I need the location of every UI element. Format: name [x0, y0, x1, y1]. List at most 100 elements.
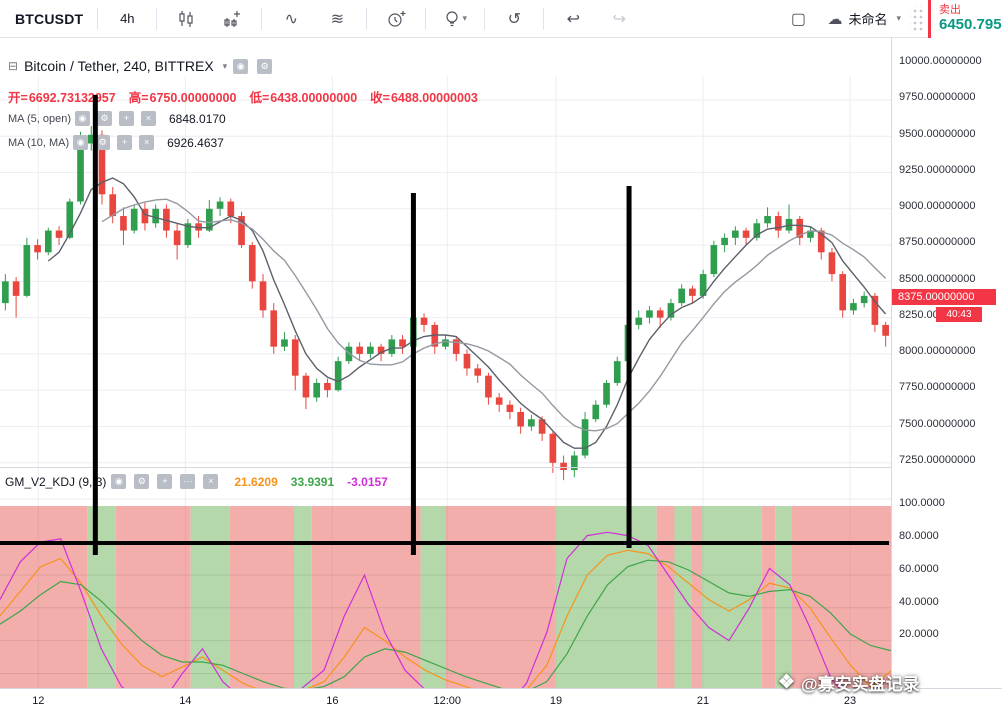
indicator-templates-button[interactable]: ≋	[315, 4, 359, 34]
ma5-value: 6848.0170	[168, 111, 226, 126]
sell-price: 6450.795	[939, 16, 1002, 33]
undo-icon: ↩	[566, 10, 580, 28]
close-label: 收=	[370, 91, 390, 105]
toolbar-separator	[156, 7, 158, 30]
eye-icon[interactable]: ◉	[73, 135, 89, 150]
price-axis[interactable]: 8375.00000000 40:43 10000.00000000 9750.0…	[891, 38, 1002, 688]
time-axis-label: 19	[549, 695, 563, 707]
kdj-axis-label: 40.0000	[899, 595, 939, 608]
price-axis-label: 8000.00000000	[899, 345, 976, 358]
sell-label: 卖出	[939, 4, 961, 16]
settings-icon[interactable]: ⚙	[95, 135, 111, 150]
legend-menu-icon[interactable]: ⊟	[8, 59, 19, 73]
current-price-badge: 8375.00000000	[892, 288, 996, 305]
lightbulb-icon	[445, 10, 458, 26]
toolbar-separator	[425, 7, 427, 30]
price-axis-label: 9500.00000000	[899, 127, 976, 140]
time-axis[interactable]: 12 14 16 12:00 19 21 23	[0, 688, 1002, 716]
price-axis-label: 9750.00000000	[899, 91, 976, 104]
close-value: 6488.00000003	[390, 91, 478, 105]
layout-name: 未命名	[848, 12, 888, 27]
undo-button[interactable]: ↩	[551, 4, 595, 34]
top-toolbar: BTCUSDT 4h ∿ ≋ ▾ ↺ ↩ ↪ ▢ ☁ 未命名 ▾	[0, 0, 1002, 38]
price-axis-label: 10000.00000000	[899, 54, 982, 67]
wave-icon: ∿	[284, 10, 298, 28]
close-icon[interactable]: ×	[139, 135, 155, 150]
price-axis-label: 7250.00000000	[899, 454, 976, 467]
time-axis-label: 21	[696, 695, 710, 707]
kdj-axis-label: 80.0000	[899, 529, 939, 542]
price-axis-label: 7750.00000000	[899, 381, 976, 394]
chart-area[interactable]	[0, 38, 891, 716]
redo-icon: ↪	[612, 10, 626, 28]
settings-icon[interactable]: ⚙	[257, 58, 273, 74]
waves-icon: ≋	[330, 10, 344, 28]
close-icon[interactable]: ×	[140, 111, 156, 126]
add-icon[interactable]: +	[157, 474, 173, 489]
symbol-button[interactable]: BTCUSDT	[15, 10, 84, 27]
chart-legend-title-row: ⊟ Bitcoin / Tether, 240, BITTREX ▾ ◉ ⚙	[8, 58, 275, 74]
ideas-button[interactable]: ▾	[433, 4, 477, 34]
kdj-k-value: 21.6209	[234, 474, 278, 489]
ma5-row: MA (5, open) ◉ ⚙ + × 6848.0170	[8, 111, 226, 126]
kdj-legend-row: GM_V2_KDJ (9, 3) ◉ ⚙ + ⋯ × 21.6209 33.93…	[5, 474, 388, 489]
pane-divider[interactable]	[0, 467, 1002, 468]
toolbar-separator	[97, 7, 99, 30]
chevron-down-icon[interactable]: ▾	[222, 60, 228, 71]
kdj-j-value: -3.0157	[347, 474, 388, 489]
settings-icon[interactable]: ⚙	[96, 111, 112, 126]
open-label: 开=	[8, 91, 28, 105]
more-icon[interactable]: ⋯	[180, 474, 196, 489]
price-axis-label: 9250.00000000	[899, 163, 976, 176]
ma10-row: MA (10, MA) ◉ ⚙ + × 6926.4637	[8, 135, 224, 150]
drag-handle-icon[interactable]	[910, 5, 923, 32]
indicators-button[interactable]: ∿	[269, 4, 313, 34]
add-icon[interactable]: +	[118, 111, 134, 126]
alert-button[interactable]	[374, 4, 418, 34]
kdj-title[interactable]: GM_V2_KDJ (9, 3)	[5, 474, 107, 489]
redo-button[interactable]: ↪	[597, 4, 641, 34]
settings-icon[interactable]: ⚙	[134, 474, 150, 489]
ma10-value: 6926.4637	[167, 135, 224, 150]
price-axis-label: 7500.00000000	[899, 417, 976, 430]
time-axis-label: 12	[32, 695, 45, 707]
price-axis-label: 8500.00000000	[899, 272, 976, 285]
eye-icon[interactable]: ◉	[74, 111, 90, 126]
low-label: 低=	[249, 91, 270, 105]
bar-replay-button[interactable]: ↺	[492, 4, 536, 34]
ma10-label[interactable]: MA (10, MA)	[8, 136, 70, 149]
price-axis-label: 9000.00000000	[899, 200, 976, 213]
kdj-indicator-canvas[interactable]	[0, 506, 891, 716]
time-axis-label: 14	[179, 695, 192, 707]
add-icon[interactable]: +	[117, 135, 133, 150]
ma5-label[interactable]: MA (5, open)	[8, 112, 71, 125]
layout-icon: ▢	[790, 10, 807, 28]
interval-button[interactable]: 4h	[120, 11, 135, 26]
ohlc-row: 开=6692.73132957 高=6750.00000000 低=6438.0…	[8, 87, 479, 106]
main-chart-canvas[interactable]	[0, 76, 891, 506]
eye-icon[interactable]: ◉	[233, 58, 249, 74]
candlestick-icon	[179, 10, 193, 27]
close-icon[interactable]: ×	[203, 474, 219, 489]
compare-icon	[224, 10, 241, 27]
kdj-d-value: 33.9391	[290, 474, 335, 489]
toolbar-separator	[366, 7, 368, 30]
cloud-save-icon: ☁	[827, 10, 843, 28]
sell-button[interactable]: 卖出 6450.795	[928, 0, 1002, 38]
time-axis-label: 23	[843, 695, 857, 707]
toolbar-separator	[484, 7, 486, 30]
chart-style-button[interactable]	[164, 4, 208, 34]
chart-title[interactable]: Bitcoin / Tether, 240, BITTREX	[24, 58, 214, 74]
high-value: 6750.00000000	[149, 91, 237, 105]
price-axis-label: 8750.00000000	[899, 236, 976, 249]
eye-icon[interactable]: ◉	[111, 474, 127, 489]
toolbar-separator	[543, 7, 545, 30]
low-value: 6438.00000000	[270, 91, 358, 105]
time-axis-label: 12:00	[433, 695, 462, 707]
kdj-axis-label: 100.0000	[899, 497, 945, 510]
time-axis-label: 16	[326, 695, 339, 707]
compare-button[interactable]	[210, 4, 254, 34]
layout-button[interactable]: ▢	[776, 4, 820, 34]
save-layout-button[interactable]: ☁ 未命名 ▾	[820, 4, 908, 34]
open-value: 6692.73132957	[28, 91, 116, 105]
